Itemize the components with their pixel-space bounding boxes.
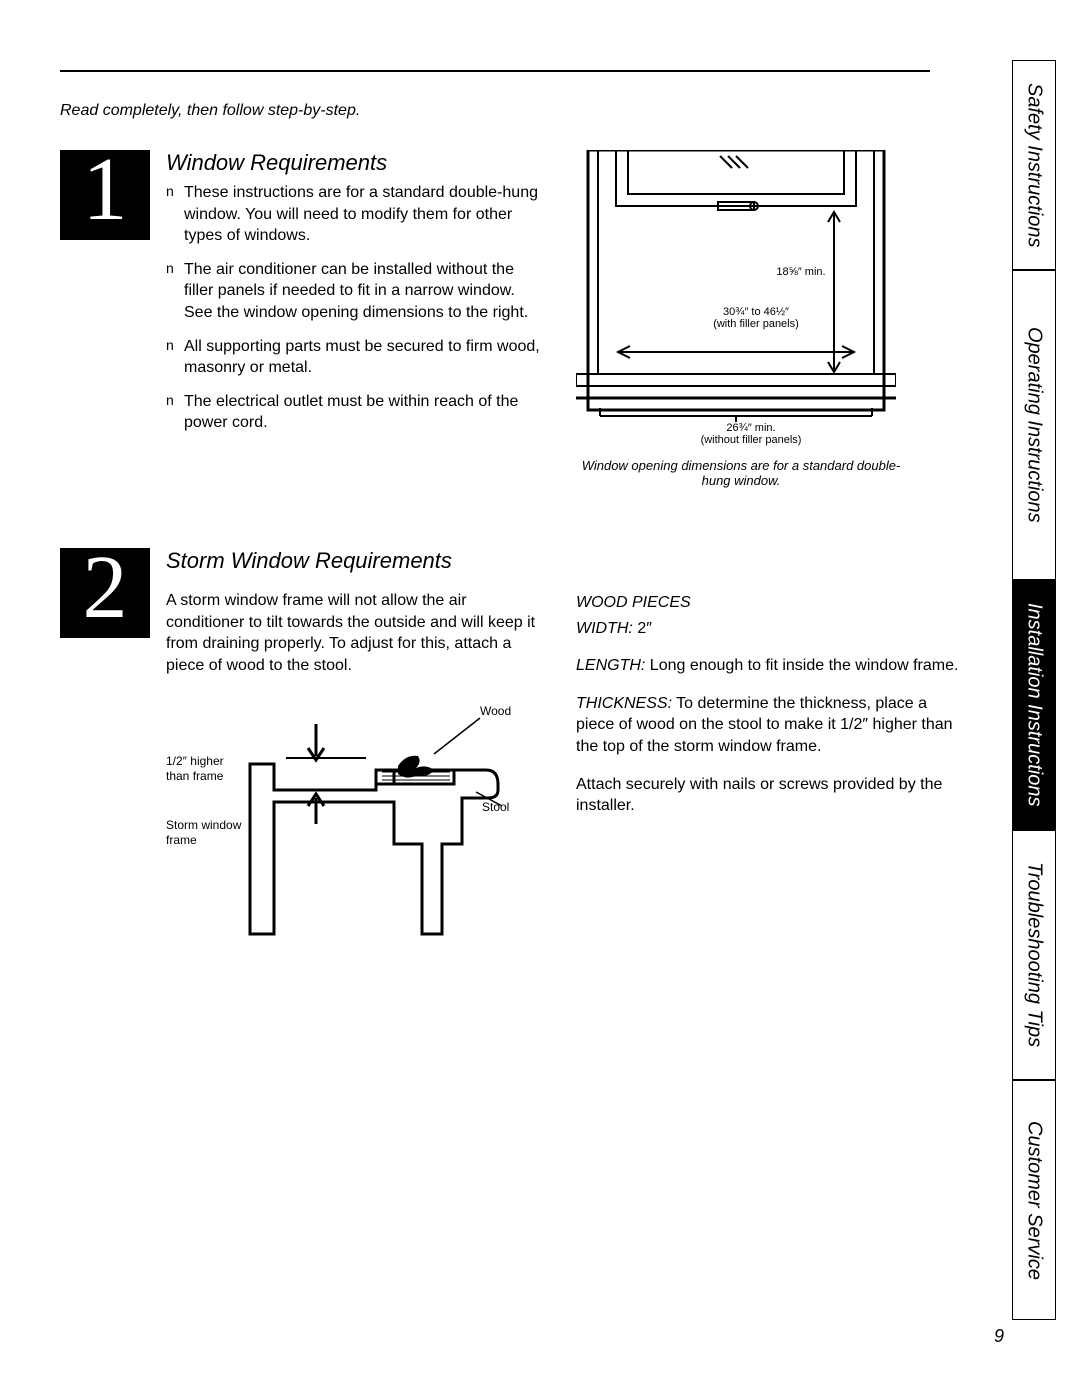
- bullet-item: The air conditioner can be installed wit…: [166, 259, 546, 324]
- tab-installation[interactable]: Installation Instructions: [1012, 580, 1056, 830]
- width-with-sub: (with filler panels): [713, 318, 799, 330]
- width-without-text: 26¾″ min.: [726, 422, 775, 434]
- wood-length: LENGTH: Long enough to fit inside the wi…: [576, 655, 966, 677]
- diagram-width-with: 30¾″ to 46½″ (with filler panels): [696, 306, 816, 330]
- section2-left: Storm Window Requirements A storm window…: [166, 548, 546, 954]
- section1-title: Window Requirements: [166, 150, 546, 176]
- diagram-height-label: 18⅝″ min.: [766, 266, 836, 278]
- storm-diagram: 1/2″ higherthan frame Wood Stool Storm w…: [166, 694, 526, 954]
- page: Read completely, then follow step-by-ste…: [0, 0, 1080, 1397]
- wood-pieces-heading: WOOD PIECES: [576, 592, 966, 614]
- intro-text: Read completely, then follow step-by-ste…: [60, 102, 930, 120]
- label-higher: 1/2″ higherthan frame: [166, 754, 256, 783]
- section2-title: Storm Window Requirements: [166, 548, 546, 574]
- width-without-sub: (without filler panels): [701, 434, 802, 446]
- wood-thickness: THICKNESS: To determine the thickness, p…: [576, 693, 966, 758]
- page-number: 9: [994, 1326, 1004, 1347]
- label-stool: Stool: [482, 800, 509, 814]
- section2-right: WOOD PIECES WIDTH: 2″ LENGTH: Long enoug…: [576, 548, 966, 954]
- section2-para: A storm window frame will not allow the …: [166, 590, 546, 676]
- content-area: Read completely, then follow step-by-ste…: [60, 70, 930, 1014]
- step-number-1: 1: [60, 150, 150, 240]
- bullet-item: These instructions are for a standard do…: [166, 182, 546, 247]
- section1-bullets: These instructions are for a standard do…: [166, 182, 546, 434]
- window-diagram: 18⅝″ min. 30¾″ to 46½″ (with filler pane…: [576, 150, 896, 450]
- thickness-label: THICKNESS:: [576, 695, 672, 712]
- width-val: 2″: [637, 620, 652, 637]
- length-label: LENGTH:: [576, 657, 645, 674]
- wood-attach: Attach securely with nails or screws pro…: [576, 774, 966, 817]
- bullet-item: All supporting parts must be secured to …: [166, 336, 546, 379]
- bullet-item: The electrical outlet must be within rea…: [166, 391, 546, 434]
- tab-safety[interactable]: Safety Instructions: [1012, 60, 1056, 270]
- section-2: 2 Storm Window Requirements A storm wind…: [60, 548, 930, 954]
- label-wood: Wood: [480, 704, 511, 718]
- tab-customer[interactable]: Customer Service: [1012, 1080, 1056, 1320]
- width-with-text: 30¾″ to 46½″: [723, 306, 789, 318]
- window-diagram-caption: Window opening dimensions are for a stan…: [576, 458, 906, 488]
- step-number-2: 2: [60, 548, 150, 638]
- tab-operating[interactable]: Operating Instructions: [1012, 270, 1056, 580]
- window-diagram-container: 18⅝″ min. 30¾″ to 46½″ (with filler pane…: [576, 150, 906, 488]
- top-rule: [60, 70, 930, 72]
- section-1: 1 Window Requirements These instructions…: [60, 150, 930, 488]
- section1-left: Window Requirements These instructions a…: [166, 150, 546, 488]
- length-val: Long enough to fit inside the window fra…: [650, 657, 959, 674]
- section1-columns: Window Requirements These instructions a…: [166, 150, 906, 488]
- tab-troubleshooting[interactable]: Troubleshooting Tips: [1012, 830, 1056, 1080]
- wood-width: WIDTH: 2″: [576, 618, 966, 640]
- section2-columns: Storm Window Requirements A storm window…: [166, 548, 966, 954]
- width-label: WIDTH:: [576, 620, 633, 637]
- label-storm: Storm windowframe: [166, 818, 266, 847]
- side-tabs: Safety Instructions Operating Instructio…: [1012, 60, 1056, 1345]
- diagram-width-without: 26¾″ min. (without filler panels): [676, 422, 826, 446]
